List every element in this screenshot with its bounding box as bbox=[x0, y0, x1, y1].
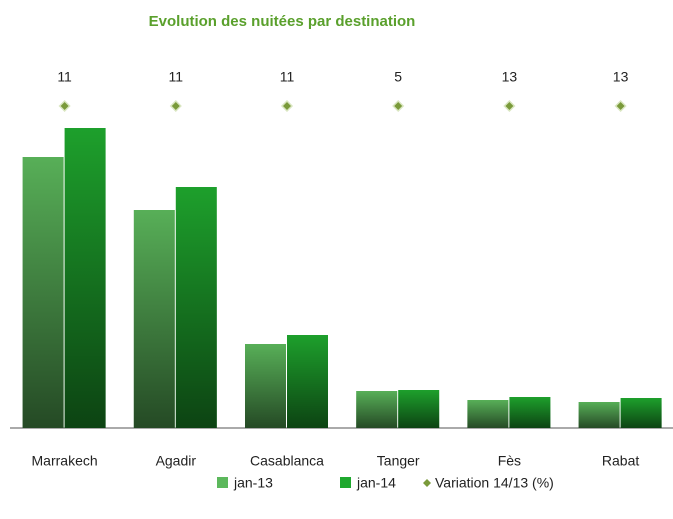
chart-title: Evolution des nuitées par destination bbox=[149, 13, 416, 30]
x-tick-label: Marrakech bbox=[32, 453, 98, 469]
variation-marker bbox=[392, 99, 405, 113]
variation-marker bbox=[169, 99, 182, 113]
variation-marker bbox=[614, 99, 627, 113]
legend-label: jan-14 bbox=[356, 475, 396, 491]
x-tick-label: Casablanca bbox=[250, 453, 324, 469]
data-label: 11 bbox=[57, 69, 72, 85]
bar-shade bbox=[133, 210, 175, 428]
variation-marker bbox=[503, 99, 516, 113]
legend-swatch bbox=[423, 479, 431, 487]
bar-shade bbox=[64, 128, 106, 428]
bar-shade bbox=[578, 402, 620, 428]
data-label: 13 bbox=[502, 69, 518, 85]
data-label: 11 bbox=[169, 69, 184, 85]
legend-label: jan-13 bbox=[233, 475, 273, 491]
x-tick-label: Rabat bbox=[602, 453, 639, 469]
data-label: 13 bbox=[613, 69, 629, 85]
bar-shade bbox=[245, 344, 286, 428]
bar-shade bbox=[287, 335, 328, 428]
legend-swatch bbox=[217, 477, 228, 488]
x-tick-label: Agadir bbox=[156, 453, 197, 469]
bar-shade bbox=[175, 187, 217, 428]
variation-marker bbox=[58, 99, 71, 113]
bar-shade bbox=[356, 391, 398, 428]
x-tick-label: Tanger bbox=[377, 453, 420, 469]
data-label: 5 bbox=[394, 69, 402, 85]
bar-shade bbox=[22, 157, 64, 428]
data-label: 11 bbox=[280, 69, 295, 85]
legend-swatch bbox=[340, 477, 351, 488]
bar-shade bbox=[620, 398, 662, 428]
bar-shade bbox=[467, 400, 509, 428]
x-tick-label: Fès bbox=[498, 453, 521, 469]
bar-shade bbox=[398, 390, 440, 428]
bar-shade bbox=[509, 397, 551, 428]
variation-marker bbox=[280, 99, 294, 113]
legend-label: Variation 14/13 (%) bbox=[435, 475, 554, 491]
